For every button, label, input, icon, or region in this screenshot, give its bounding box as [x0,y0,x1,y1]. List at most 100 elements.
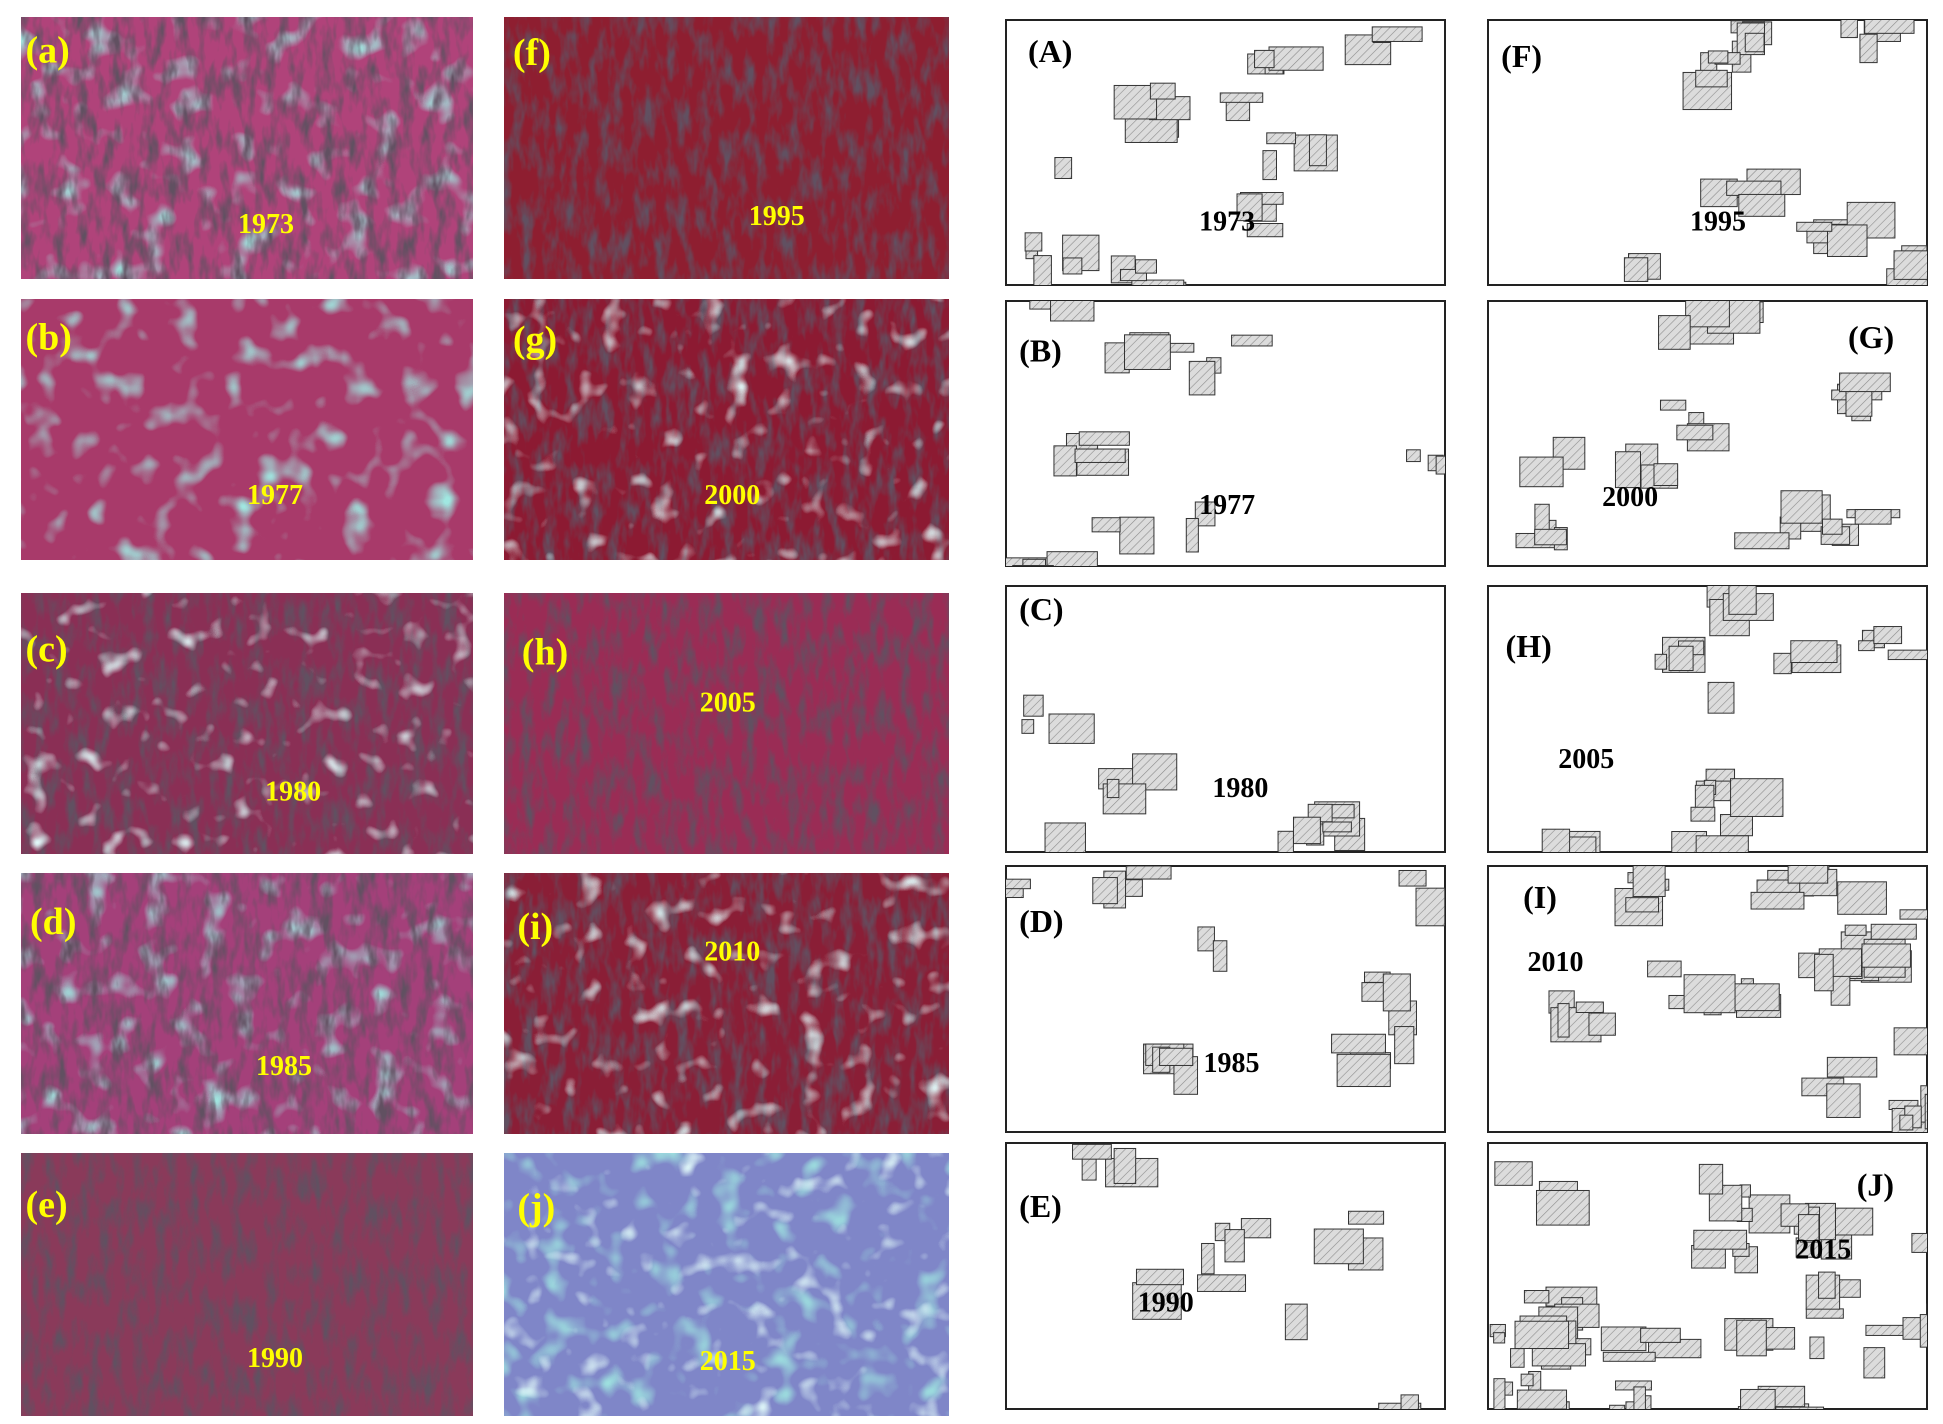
map-panel: (B) 1977 [1005,300,1446,567]
change-area [1510,1348,1525,1368]
change-area [1277,830,1294,852]
change-area [1266,132,1297,145]
panel-year: 1990 [247,1343,303,1374]
panel-year: 1985 [256,1051,312,1082]
change-area [1185,517,1199,553]
change-area [1659,399,1687,411]
panel-year: 1990 [1138,1288,1194,1319]
change-areas [1489,1161,1927,1424]
panel-year: 1973 [1199,206,1255,237]
change-area [1081,1158,1097,1181]
change-area [1091,517,1121,533]
satellite-panel: (c) 1980 [21,593,473,854]
panel-label: (g) [513,319,557,361]
map-panel: (F) 1995 [1487,19,1928,286]
change-area [1113,1147,1137,1184]
change-area [1740,1388,1776,1409]
change-area [1809,1336,1825,1360]
change-area [1707,50,1729,64]
change-area [1698,1163,1724,1195]
change-area [1864,20,1915,34]
change-area [1557,1003,1570,1038]
change-area [1633,1386,1646,1409]
change-area [1926,1303,1927,1325]
change-area [1726,180,1782,196]
panel-year: 1977 [247,480,303,511]
change-area [1254,49,1275,69]
image-texture [21,593,473,854]
change-area [1361,1415,1403,1424]
change-area [1668,645,1694,672]
change-area [1859,33,1878,64]
change-area [1092,877,1118,905]
change-areas [1024,26,1423,285]
change-area [1493,1332,1506,1344]
change-area [1074,448,1126,463]
change-area [1113,84,1158,120]
change-area [1685,301,1730,328]
change-area [1197,926,1215,952]
panel-year: 2015 [700,1346,756,1377]
panel-label: (E) [1019,1188,1062,1224]
image-texture [21,873,473,1134]
change-area [1744,32,1765,53]
change-area [1658,315,1691,350]
panel-year: 1980 [265,776,321,807]
change-area [1934,1009,1943,1045]
change-area [1021,719,1035,734]
change-area [1322,821,1352,833]
panel-year: 2005 [1558,744,1614,775]
image-texture [504,1153,949,1416]
change-area [1194,501,1216,527]
change-area [1062,257,1083,275]
change-area [1632,866,1666,897]
change-area [1119,268,1148,282]
image-texture [504,299,949,560]
panel-label: (D) [1019,903,1063,939]
change-area [1520,1373,1534,1387]
change-areas [1623,20,1927,285]
change-area [1493,1378,1506,1409]
change-area [1798,1214,1820,1242]
change-area [1236,193,1263,222]
change-area [1919,1314,1927,1348]
change-area [1398,869,1427,887]
change-area [1734,532,1790,550]
image-texture [21,299,473,560]
change-area [1640,1327,1681,1343]
panel-year: 1977 [1199,490,1255,521]
map-panel: (D) 1985 [1005,865,1446,1133]
change-area [1602,1351,1656,1362]
change-area [1378,1402,1422,1409]
change-areas [1021,694,1366,852]
change-area [1821,518,1843,535]
panel-year: 1980 [1212,773,1268,804]
panel-year: 1985 [1204,1048,1260,1079]
satellite-panel: (d) 1985 [21,873,473,1134]
change-area [1054,157,1073,179]
change-area [1693,1229,1748,1250]
satellite-panel: (j) 2015 [504,1153,949,1416]
change-area [1826,1056,1878,1078]
panel-label: (B) [1019,332,1062,368]
change-area [1920,1085,1927,1123]
change-area [1863,1347,1886,1379]
change-area [1336,1053,1391,1088]
change-area [1893,250,1927,280]
change-area [1870,923,1917,940]
change-area [1865,1324,1908,1336]
change-area [1839,372,1891,393]
satellite-panel: (b) 1977 [21,299,473,560]
change-area [1406,449,1421,463]
change-area [1654,653,1668,670]
change-area [1501,1417,1543,1424]
change-areas [1006,301,1445,566]
change-area [1400,1394,1419,1409]
panel-label: (c) [26,629,68,671]
change-area [1730,778,1784,817]
change-area [1600,1326,1647,1352]
panel-year: 1995 [1690,206,1746,237]
change-area [1854,509,1892,525]
change-area [1072,1143,1112,1160]
change-area [1331,1033,1386,1054]
